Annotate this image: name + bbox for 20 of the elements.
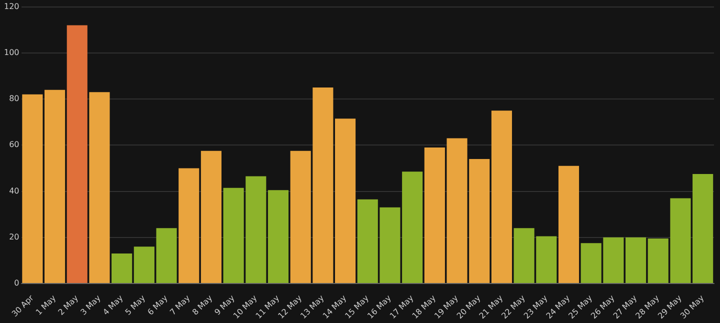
bar (626, 237, 646, 284)
y-tick-label: 80 (9, 94, 20, 104)
y-tick-label: 100 (4, 48, 20, 57)
y-tick-label: 20 (9, 232, 20, 242)
bar (491, 110, 512, 284)
y-tick-label: 60 (9, 140, 20, 150)
y-tick-label: 0 (14, 278, 20, 288)
bar (89, 92, 110, 284)
bar (22, 94, 43, 284)
y-tick-label: 120 (4, 2, 20, 11)
bar (44, 90, 66, 284)
bar (268, 190, 289, 284)
bar (558, 166, 580, 284)
bar (112, 254, 132, 284)
x-tick-label: 30 Apr (10, 292, 36, 319)
bar (178, 168, 200, 284)
bar (335, 118, 356, 284)
y-tick-label: 40 (9, 186, 20, 196)
bar (66, 25, 88, 284)
bar (200, 150, 222, 284)
